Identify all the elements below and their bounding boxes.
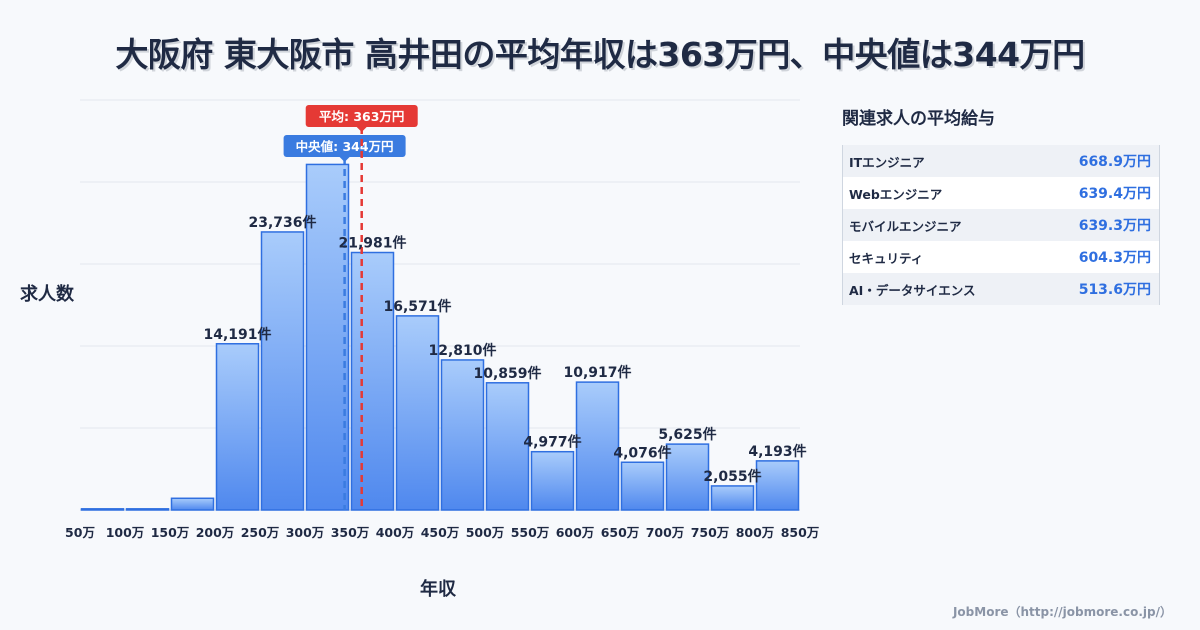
x-tick-label: 550万 [511, 525, 550, 540]
job-salary: 639.4万円 [1078, 186, 1151, 202]
bar-value-label: 2,055件 [703, 468, 761, 485]
histogram-bar [395, 315, 440, 511]
histogram-bar [350, 251, 395, 511]
histogram-bar [305, 163, 350, 511]
x-tick-label: 700万 [646, 525, 685, 540]
bar-value-label: 10,917件 [563, 364, 631, 381]
bar-value-label: 4,977件 [523, 434, 581, 451]
x-tick-label: 850万 [781, 525, 820, 540]
histogram-bar [575, 381, 620, 511]
related-salary-row: モバイルエンジニア 639.3万円 [843, 209, 1159, 241]
histogram-bar [215, 343, 260, 511]
x-tick-label: 200万 [196, 525, 235, 540]
bar-value-label: 5,625件 [658, 426, 716, 443]
job-name: モバイルエンジニア [849, 218, 962, 234]
job-salary: 604.3万円 [1078, 250, 1151, 266]
job-salary: 639.3万円 [1078, 218, 1151, 234]
median-label: 中央値: 344万円 [296, 139, 394, 154]
histogram-bar [80, 508, 125, 511]
mean-label: 平均: 363万円 [319, 109, 404, 124]
bar-value-label: 23,736件 [248, 214, 316, 231]
median-badge [283, 135, 406, 157]
job-salary: 513.6万円 [1078, 282, 1151, 298]
histogram-bar [620, 461, 665, 511]
job-name: ITエンジニア [849, 154, 925, 170]
mean-badge-pointer [356, 127, 367, 132]
related-salary-row: Webエンジニア 639.4万円 [843, 177, 1159, 209]
x-tick-label: 250万 [241, 525, 280, 540]
page-title: 大阪府 東大阪市 高井田の平均年収は363万円、中央値は344万円 [115, 35, 1085, 74]
x-tick-label: 350万 [331, 525, 370, 540]
histogram-bar [125, 508, 170, 511]
histogram-bar [710, 485, 755, 511]
bar-value-label: 16,571件 [383, 298, 451, 315]
histogram-bar [170, 497, 215, 511]
bar-value-label: 4,076件 [613, 444, 671, 461]
y-axis-label: 求人数 [20, 284, 74, 305]
salary-histogram: 中央値: 344万円 平均: 363万円 14,191件 23,736件 21,981… [65, 99, 820, 540]
related-salary-row: セキュリティ 604.3万円 [843, 241, 1159, 273]
x-tick-label: 800万 [736, 525, 775, 540]
job-name: セキュリティ [849, 250, 924, 266]
x-axis-label: 年収 [420, 579, 456, 600]
job-name: AI・データサイエンス [849, 282, 976, 298]
related-salary-title: 関連求人の平均給与 [842, 109, 995, 129]
histogram-bar [755, 460, 800, 511]
histogram-bar [260, 231, 305, 511]
x-tick-label: 450万 [421, 525, 460, 540]
x-tick-label: 600万 [556, 525, 595, 540]
bar-value-label: 12,810件 [428, 342, 496, 359]
bar-value-label: 21,981件 [338, 235, 406, 252]
x-tick-label: 150万 [151, 525, 190, 540]
x-tick-label: 500万 [466, 525, 505, 540]
x-tick-label: 400万 [376, 525, 415, 540]
x-tick-label: 650万 [601, 525, 640, 540]
job-salary: 668.9万円 [1078, 154, 1151, 170]
histogram-bar [530, 450, 575, 511]
x-tick-label: 750万 [691, 525, 730, 540]
histogram-bar [485, 382, 530, 511]
x-tick-label: 50万 [65, 525, 95, 540]
x-tick-label: 100万 [106, 525, 145, 540]
mean-badge [305, 105, 418, 127]
related-salary-row: ITエンジニア 668.9万円 [843, 145, 1159, 177]
bar-value-label: 4,193件 [748, 443, 806, 460]
histogram-bar [440, 359, 485, 511]
x-tick-label: 300万 [286, 525, 325, 540]
related-salary-row: AI・データサイエンス 513.6万円 [843, 273, 1159, 305]
footer-credit: JobMore（http://jobmore.co.jp/） [952, 605, 1172, 619]
median-badge-pointer [339, 157, 350, 162]
histogram-bar [665, 443, 710, 511]
bar-value-label: 10,859件 [473, 365, 541, 382]
bar-value-label: 14,191件 [203, 326, 271, 343]
related-salary-table: ITエンジニア 668.9万円 Webエンジニア 639.4万円 モバイルエンジ… [842, 145, 1160, 305]
job-name: Webエンジニア [849, 186, 943, 202]
